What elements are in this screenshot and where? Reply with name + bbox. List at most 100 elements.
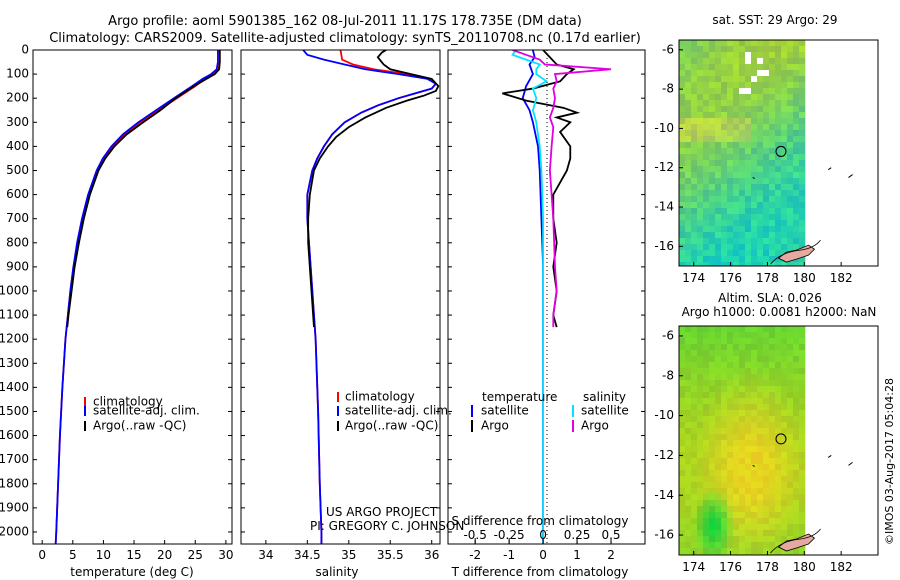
map-cell: [697, 434, 704, 441]
map-cell: [703, 434, 710, 441]
depth-tick-label: 100: [6, 67, 29, 81]
map-cell: [757, 136, 764, 143]
map-cell: [691, 58, 698, 65]
map-cell: [751, 130, 758, 137]
map-cell: [709, 196, 716, 203]
map-cell: [745, 106, 752, 113]
map-cell: [715, 536, 722, 543]
temperature-legend: climatology satellite-adj. clim. Argo(..…: [84, 395, 200, 433]
map-cell: [703, 166, 710, 173]
map-cell: [763, 106, 770, 113]
map-cell: [739, 148, 746, 155]
map-cell: [685, 160, 692, 167]
map-cell: [715, 250, 722, 257]
map-cell: [757, 470, 764, 477]
map-cell: [745, 46, 752, 53]
map-cell: [751, 518, 758, 525]
map-cell: [727, 178, 734, 185]
map-cell: [733, 178, 740, 185]
map-cell: [721, 362, 728, 369]
map-cell: [757, 458, 764, 465]
map-cell: [757, 262, 764, 266]
map-cell: [715, 256, 722, 263]
map-cell: [751, 542, 758, 549]
map-cell: [733, 232, 740, 239]
map-cell: [769, 46, 776, 53]
map-cell: [709, 250, 716, 257]
map-cell: [703, 100, 710, 107]
map-cell: [697, 190, 704, 197]
map-cell: [787, 374, 794, 381]
map-cell: [793, 482, 800, 489]
map-cell: [727, 202, 734, 209]
map-cell: [775, 356, 782, 363]
map-cell: [751, 368, 758, 375]
map-cell: [709, 202, 716, 209]
map-cell: [685, 112, 692, 119]
map-cell: [745, 530, 752, 537]
map-cell: [679, 52, 686, 59]
map-cell: [727, 100, 734, 107]
map-cell: [697, 106, 704, 113]
map-cell: [775, 488, 782, 495]
map-cell: [733, 470, 740, 477]
map-cell: [691, 136, 698, 143]
x-tick-label: 5: [69, 548, 77, 562]
map-cell: [721, 542, 728, 549]
map-cell: [799, 374, 806, 381]
map-cell: [799, 52, 806, 59]
legend-label-s-satellite: satellite: [581, 404, 629, 418]
map-cell: [721, 350, 728, 357]
map-cell: [697, 40, 704, 47]
map-cell: [739, 458, 746, 465]
map-cell: [715, 446, 722, 453]
lon-tick-label: 182: [830, 560, 853, 574]
map-cell: [775, 172, 782, 179]
map-cell: [715, 214, 722, 221]
map-cell: [745, 52, 752, 59]
map-cell: [745, 506, 752, 513]
map-cell: [703, 76, 710, 83]
map-cell: [727, 136, 734, 143]
map-cell: [691, 232, 698, 239]
map-cell: [793, 100, 800, 107]
map-cell: [799, 208, 806, 215]
map-cell: [727, 500, 734, 507]
map-cell: [799, 82, 806, 89]
map-cell: [775, 190, 782, 197]
map-cell: [745, 154, 752, 161]
map-cell: [781, 380, 788, 387]
map-cell: [793, 130, 800, 137]
map-cell: [751, 172, 758, 179]
map-cell: [703, 256, 710, 263]
map-cell: [721, 494, 728, 501]
map-cell: [787, 464, 794, 471]
map-cell: [691, 338, 698, 345]
map-cell: [715, 148, 722, 155]
map-cell: [703, 262, 710, 266]
map-cell: [745, 482, 752, 489]
map-cell: [751, 142, 758, 149]
map-cell: [799, 446, 806, 453]
map-cell: [745, 536, 752, 543]
map-cell: [679, 172, 686, 179]
map-cell: [775, 458, 782, 465]
map-cell: [757, 190, 764, 197]
map-cell: [787, 124, 794, 131]
map-cell: [733, 488, 740, 495]
map-cell: [721, 500, 728, 507]
map-cell: [691, 52, 698, 59]
map-cell: [763, 94, 770, 101]
map-cell: [721, 470, 728, 477]
sla-map-panel: Altim. SLA: 0.026 Argo h1000: 0.0081 h20…: [654, 291, 879, 574]
map-cell: [697, 350, 704, 357]
map-cell: [745, 64, 752, 71]
map-cell: [775, 70, 782, 77]
map-cell: [685, 46, 692, 53]
map-cell: [739, 446, 746, 453]
map-cell: [685, 470, 692, 477]
map-cell: [685, 500, 692, 507]
map-cell: [763, 88, 770, 95]
map-cell: [757, 256, 764, 263]
map-cell: [715, 46, 722, 53]
